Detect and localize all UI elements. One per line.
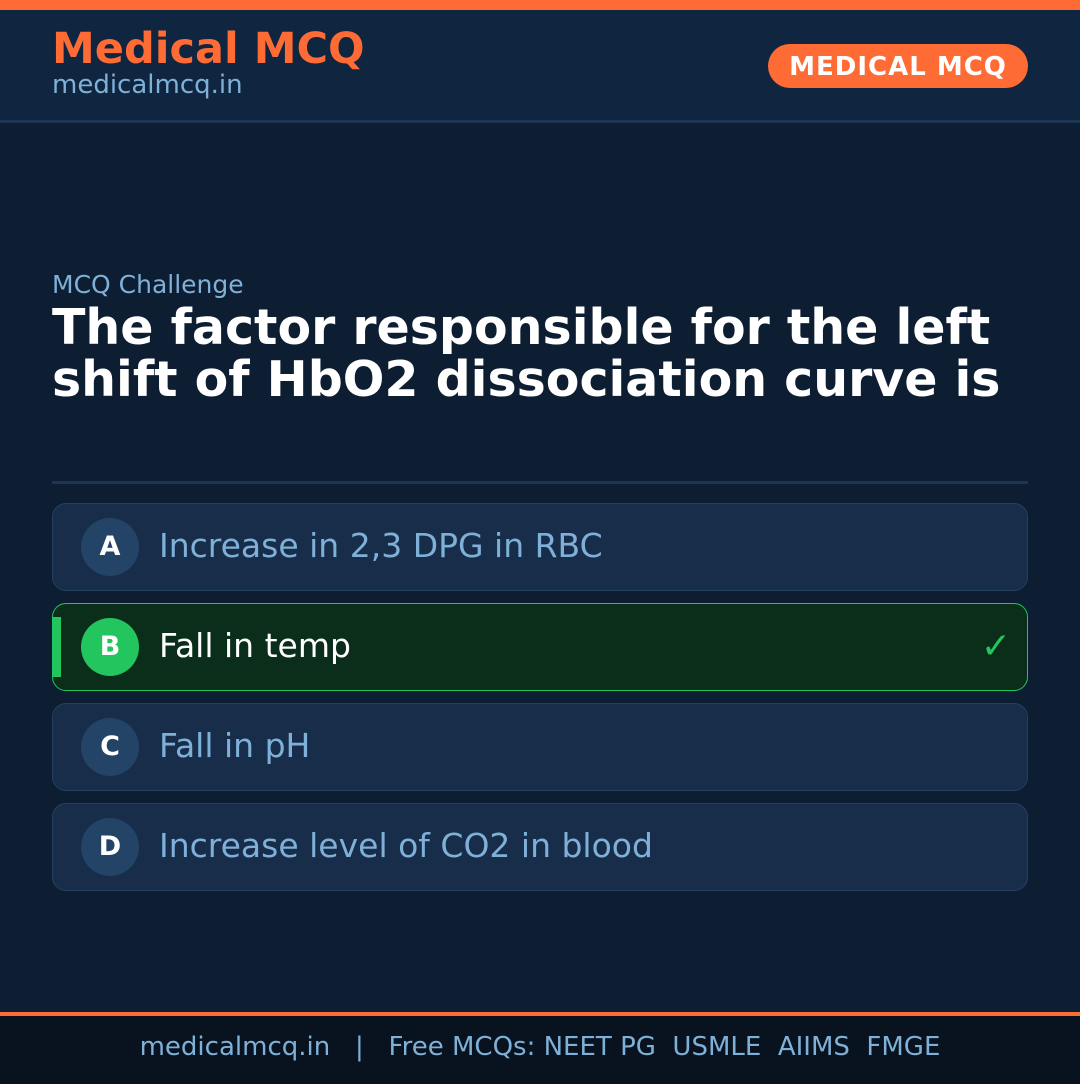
footer: medicalmcq.in | Free MCQs: NEET PG USMLE… [0,1012,1080,1084]
brand-title: Medical MCQ [52,24,365,74]
option-letter: C [81,718,139,776]
option-letter: D [81,818,139,876]
option-d[interactable]: D Increase level of CO2 in blood [52,803,1028,891]
question-kicker: MCQ Challenge [52,270,244,299]
brand-badge: MEDICAL MCQ [768,44,1028,88]
checkmark-icon: ✓ [980,626,1011,667]
option-text: Fall in pH [159,726,311,765]
option-letter: B [81,618,139,676]
site-url: medicalmcq.in [52,70,243,100]
option-text: Increase level of CO2 in blood [159,826,653,865]
accent-bar [0,0,1080,10]
option-c[interactable]: C Fall in pH [52,703,1028,791]
option-letter: A [81,518,139,576]
divider [52,481,1028,484]
option-text: Increase in 2,3 DPG in RBC [159,526,603,565]
option-a[interactable]: A Increase in 2,3 DPG in RBC [52,503,1028,591]
option-text: Fall in temp [159,626,351,665]
header: Medical MCQ medicalmcq.in MEDICAL MCQ [0,10,1080,123]
option-b-correct[interactable]: B Fall in temp ✓ [52,603,1028,691]
question-text: The factor responsible for the left shif… [52,299,1001,408]
correct-indicator-bar [53,617,61,677]
